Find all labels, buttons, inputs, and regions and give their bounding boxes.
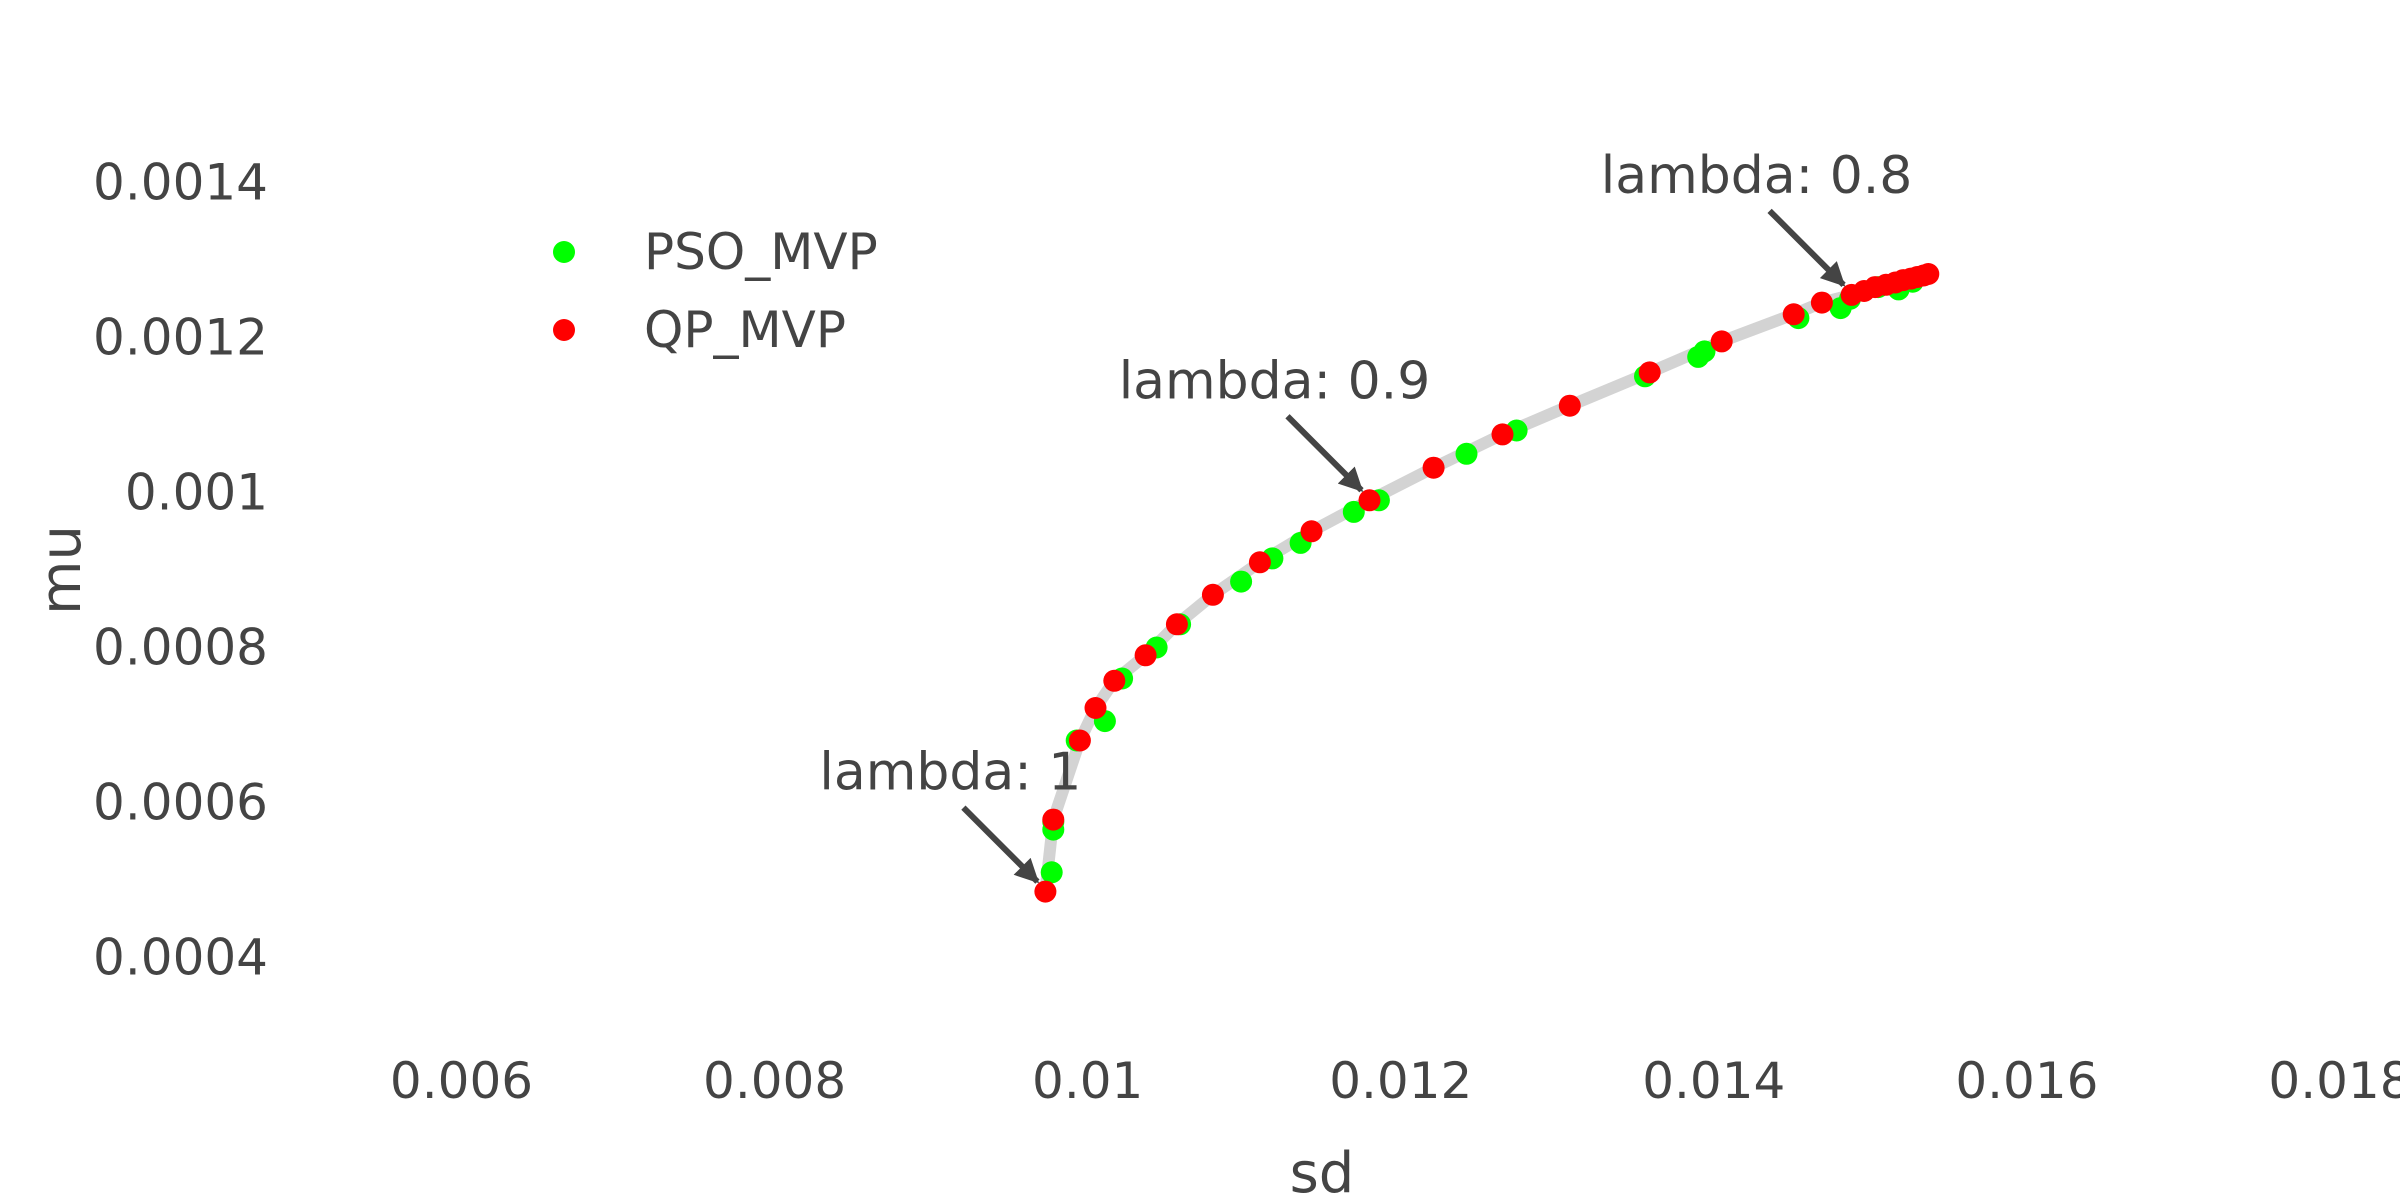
x-tick-label: 0.016 — [1955, 1052, 2098, 1110]
data-point — [1165, 613, 1188, 636]
data-point — [1300, 520, 1323, 543]
data-point — [1248, 551, 1271, 574]
data-point — [1103, 669, 1126, 692]
legend[interactable]: PSO_MVP QP_MVP — [553, 223, 878, 359]
data-point — [1455, 442, 1478, 465]
data-point — [1917, 263, 1940, 285]
y-tick-label: 0.0006 — [93, 774, 268, 832]
legend-item-QP_MVP[interactable]: QP_MVP — [553, 301, 846, 359]
legend-marker — [553, 319, 575, 341]
data-point — [1342, 500, 1365, 523]
legend-label: PSO_MVP — [644, 223, 878, 281]
annotation: lambda: 0.9 — [1119, 351, 1431, 493]
annotation-arrow — [1285, 414, 1364, 493]
series-QP_MVP — [1034, 263, 1940, 903]
data-point — [1558, 394, 1581, 417]
data-point — [1710, 330, 1733, 353]
data-point — [1040, 861, 1063, 884]
legend-item-PSO_MVP[interactable]: PSO_MVP — [553, 223, 878, 281]
annotation-label: lambda: 0.8 — [1601, 146, 1913, 206]
y-axis-title: mu — [29, 525, 94, 615]
data-point — [1201, 583, 1224, 606]
annotation: lambda: 0.8 — [1601, 146, 1913, 288]
data-point — [1693, 340, 1716, 363]
data-point — [1422, 456, 1445, 479]
data-point — [1230, 570, 1253, 593]
x-tick-label: 0.006 — [390, 1052, 533, 1110]
x-tick-label: 0.014 — [1642, 1052, 1785, 1110]
x-tick-label: 0.01 — [1032, 1052, 1143, 1110]
annotation-label: lambda: 0.9 — [1119, 351, 1431, 411]
data-point — [1068, 729, 1091, 752]
data-point — [1034, 880, 1057, 903]
data-point — [1358, 489, 1381, 512]
legend-label: QP_MVP — [644, 301, 846, 359]
data-points-layer — [1034, 263, 1940, 903]
y-tick-label: 0.001 — [125, 464, 268, 522]
annotation-arrow — [1767, 208, 1846, 288]
data-point — [1042, 808, 1065, 831]
data-point — [1084, 697, 1107, 719]
data-point — [1491, 423, 1514, 446]
y-tick-label: 0.0008 — [93, 619, 268, 677]
x-tick-label: 0.008 — [703, 1052, 846, 1110]
data-point — [1638, 361, 1661, 384]
annotation-arrow — [961, 805, 1040, 884]
annotations-layer: lambda: 1 lambda: 0.9 lambda: 0.8 — [819, 146, 1913, 884]
y-tick-label: 0.0012 — [93, 309, 268, 367]
y-tick-label: 0.0004 — [93, 929, 268, 987]
data-point — [1810, 291, 1833, 314]
x-tick-label: 0.018 — [2268, 1052, 2400, 1110]
x-tick-label: 0.012 — [1329, 1052, 1472, 1110]
annotation-label: lambda: 1 — [819, 743, 1081, 803]
y-axis-ticks: 0.0004 0.0006 0.0008 0.001 0.0012 0.0014 — [93, 154, 268, 987]
y-tick-label: 0.0014 — [93, 154, 268, 212]
data-point — [1134, 644, 1157, 667]
data-point — [1782, 303, 1805, 326]
x-axis-title: sd — [1290, 1141, 1355, 1200]
annotation: lambda: 1 — [819, 743, 1081, 884]
x-axis-ticks: 0.006 0.008 0.01 0.012 0.014 0.016 0.018 — [390, 1052, 2400, 1110]
legend-marker — [553, 241, 575, 263]
